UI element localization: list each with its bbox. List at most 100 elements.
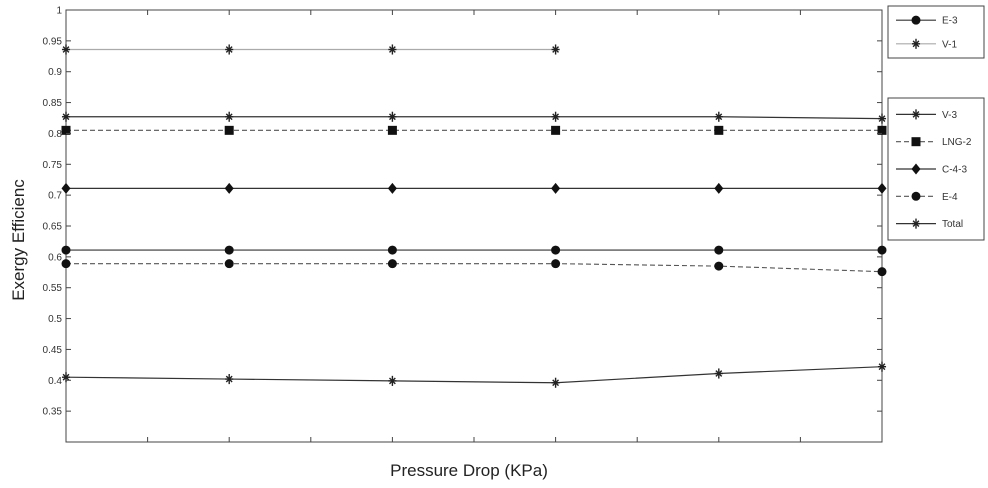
series-e-4	[61, 259, 887, 277]
star-stroke	[878, 115, 886, 123]
series-total	[61, 361, 887, 388]
y-tick-label: 0.45	[43, 345, 63, 356]
data-point	[714, 368, 723, 379]
y-tick-label: 0.5	[48, 314, 62, 325]
y-tick-label: 0.95	[43, 36, 63, 47]
data-point	[911, 191, 921, 201]
data-point	[877, 245, 887, 255]
data-point	[61, 111, 71, 122]
data-point	[387, 259, 397, 269]
star-stroke	[388, 113, 396, 121]
data-point	[877, 125, 887, 135]
data-point	[877, 113, 887, 124]
legend: E-3 V-1 V-3 LNG-2 C-4-3 E-4 Total	[887, 5, 985, 241]
legend-item-total: Total	[896, 218, 963, 230]
y-tick-label: 0.4	[48, 376, 62, 387]
star-stroke	[552, 46, 560, 53]
legend-label: LNG-2	[942, 137, 972, 148]
series-layer	[61, 44, 887, 388]
data-point	[224, 245, 234, 255]
y-tick-label: 0.6	[48, 252, 62, 263]
data-point	[387, 182, 397, 194]
legend-label: V-3	[942, 110, 957, 121]
data-point	[224, 125, 234, 135]
star-stroke	[715, 370, 723, 377]
legend-label: C-4-3	[942, 165, 967, 176]
data-point	[225, 44, 234, 55]
x-axis-title: Pressure Drop (KPa)	[390, 461, 548, 480]
data-point	[911, 163, 921, 175]
series-line	[65, 366, 883, 384]
data-point	[388, 375, 397, 386]
data-point	[714, 111, 723, 122]
star-stroke	[62, 113, 70, 121]
data-point	[61, 125, 71, 135]
data-point	[61, 182, 71, 194]
data-point	[551, 125, 561, 135]
y-tick-label: 0.7	[48, 191, 62, 202]
plot-frame	[65, 9, 883, 443]
data-point	[224, 182, 234, 194]
series-lng-2	[61, 125, 887, 135]
data-point	[225, 111, 234, 122]
y-tick-label: 0.85	[43, 98, 63, 109]
legend-item-v-3: V-3	[896, 109, 957, 121]
data-point	[714, 125, 724, 135]
series-line	[66, 263, 883, 273]
data-point	[551, 44, 560, 55]
series-v-1	[61, 44, 560, 55]
series-line	[66, 116, 883, 120]
data-point	[714, 261, 724, 271]
y-tick-label: 0.9	[48, 67, 62, 78]
plot-area	[65, 9, 883, 443]
legend-box	[887, 5, 985, 59]
star-stroke	[912, 220, 920, 228]
data-point	[911, 15, 921, 25]
data-point	[387, 245, 397, 255]
star-stroke	[552, 379, 560, 387]
data-point	[877, 267, 887, 277]
legend-item-e-4: E-4	[896, 191, 958, 203]
y-axis-title: Exergy Efficienc	[9, 179, 28, 301]
data-point	[61, 245, 71, 255]
star-stroke	[715, 113, 723, 121]
star-stroke	[225, 113, 233, 121]
star-stroke	[878, 363, 886, 371]
series-e-3	[61, 245, 887, 255]
data-point	[551, 111, 560, 122]
legend-label: V-1	[942, 39, 957, 50]
data-point	[551, 259, 561, 269]
data-point	[551, 182, 561, 194]
data-point	[551, 245, 561, 255]
star-stroke	[388, 46, 396, 53]
legend-item-lng-2: LNG-2	[896, 137, 972, 148]
data-point	[387, 125, 397, 135]
data-point	[877, 182, 887, 194]
star-stroke	[225, 46, 233, 53]
star-stroke	[62, 373, 70, 381]
data-point	[714, 182, 724, 194]
data-point	[388, 44, 397, 55]
data-point	[225, 374, 234, 385]
legend-label: E-3	[942, 16, 958, 27]
star-stroke	[912, 40, 920, 48]
data-point	[911, 218, 921, 229]
star-stroke	[62, 46, 70, 53]
star-stroke	[225, 375, 233, 383]
y-tick-label: 1	[56, 6, 62, 17]
axes-layer: 0.35 0.4 0.45 0.5 0.55 0.6 0.65 0.7 0.75 0.8 0.85 0…	[43, 6, 883, 442]
data-point	[714, 245, 724, 255]
data-point	[911, 38, 921, 49]
y-tick-label: 0.75	[43, 160, 63, 171]
y-tick-label: 0.8	[48, 129, 62, 140]
legend-label: Total	[942, 219, 963, 230]
data-point	[61, 44, 71, 55]
legend-item-c-4-3: C-4-3	[896, 163, 967, 176]
data-point	[388, 111, 397, 122]
y-tick-label: 0.65	[43, 222, 63, 233]
series-c-4-3	[61, 182, 887, 194]
legend-item-v-1: V-1	[896, 38, 957, 50]
star-stroke	[552, 113, 560, 121]
legend-label: E-4	[942, 192, 958, 203]
data-point	[551, 377, 560, 388]
